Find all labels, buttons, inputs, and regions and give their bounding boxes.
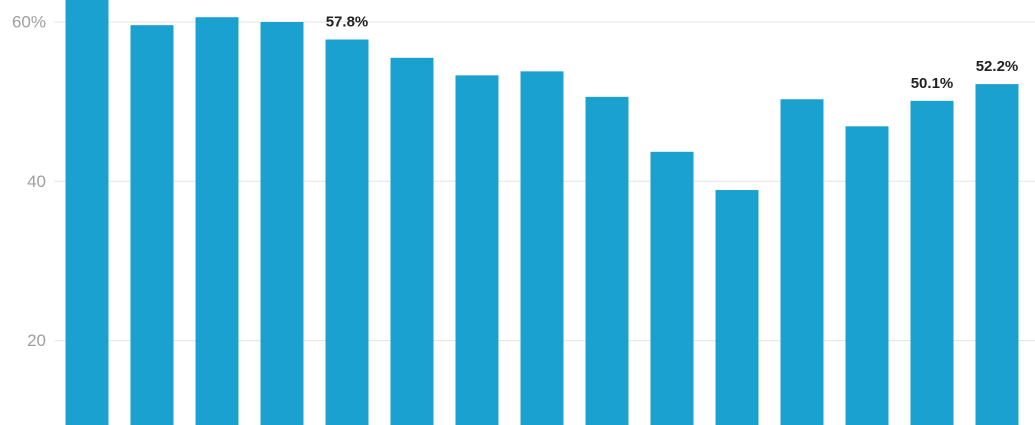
bar <box>65 0 109 425</box>
bar <box>325 39 369 425</box>
bar <box>845 126 889 425</box>
bar <box>130 25 174 425</box>
value-label: 52.2% <box>976 58 1019 75</box>
bar <box>650 151 694 425</box>
bar <box>975 84 1019 425</box>
bar <box>715 190 759 425</box>
y-tick-label: 20 <box>27 331 46 350</box>
value-label: 50.1% <box>911 75 954 92</box>
bar <box>390 57 434 425</box>
bar <box>585 96 629 425</box>
value-label: 57.8% <box>326 13 369 30</box>
bar <box>260 21 304 425</box>
bar <box>910 100 954 425</box>
y-tick-label: 40 <box>27 172 46 191</box>
bar <box>780 99 824 425</box>
y-tick-label: 60% <box>12 12 46 31</box>
bar <box>455 75 499 425</box>
bar <box>520 71 564 425</box>
bar <box>195 17 239 425</box>
